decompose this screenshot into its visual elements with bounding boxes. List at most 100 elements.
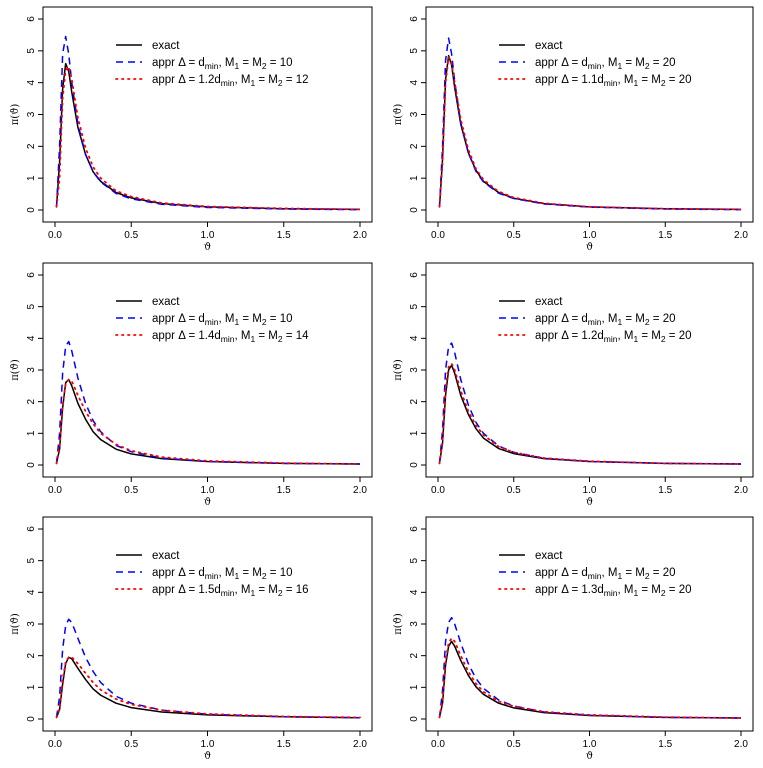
x-tick-label: 0.5 xyxy=(124,739,138,750)
y-tick-label: 4 xyxy=(26,79,37,85)
plot-frame xyxy=(425,516,754,732)
legend-label-subscript: 1 xyxy=(617,571,622,581)
series-line-solid xyxy=(438,364,742,465)
y-tick-label: 2 xyxy=(409,143,420,149)
y-tick-label: 6 xyxy=(26,526,37,532)
legend-label-subscript: 2 xyxy=(661,78,666,88)
plot-frame xyxy=(425,6,754,223)
legend-label: exact xyxy=(152,550,180,562)
legend-label-part: = M xyxy=(622,313,645,325)
legend-label-part: appr Δ = d xyxy=(535,313,588,325)
legend-label-subscript: 2 xyxy=(262,571,267,581)
plot-frame xyxy=(42,262,373,478)
legend-label-part: , M xyxy=(218,57,234,69)
legend-label-part: appr Δ = 1.3d xyxy=(535,584,604,596)
y-tick-label: 1 xyxy=(26,175,37,181)
series-line-dashed xyxy=(55,618,361,719)
x-tick-label: 2.0 xyxy=(353,230,367,241)
y-tick-label: 3 xyxy=(409,621,420,627)
plot-frame xyxy=(42,6,373,223)
legend-label: exact xyxy=(152,296,180,308)
y-axis-title: π(ϑ) xyxy=(393,104,404,126)
x-tick-label: 0.0 xyxy=(48,485,62,496)
legend-label-subscript: 2 xyxy=(645,571,650,581)
y-tick-label: 6 xyxy=(409,16,420,22)
x-tick-label: 0.0 xyxy=(431,739,445,750)
x-tick-label: 2.0 xyxy=(734,485,748,496)
x-tick-label: 1.5 xyxy=(658,739,672,750)
x-tick-label: 1.5 xyxy=(277,739,291,750)
legend-label-subscript: min xyxy=(205,317,219,327)
legend-label-part: , M xyxy=(218,567,234,579)
legend-label: exact xyxy=(535,550,563,562)
x-tick-label: 0.0 xyxy=(431,485,445,496)
legend-label-part: exact xyxy=(152,296,180,308)
y-tick-label: 0 xyxy=(409,462,420,468)
series-line-dashed xyxy=(438,37,742,211)
plot-frame xyxy=(425,262,754,478)
legend-label-subscript: 2 xyxy=(262,61,267,71)
series-line-dotted xyxy=(55,656,361,719)
y-tick-label: 4 xyxy=(409,335,420,341)
legend-label-subscript: 2 xyxy=(278,588,283,598)
x-tick-label: 1.0 xyxy=(583,739,597,750)
legend-label: appr Δ = 1.2dmin, M1 = M2 = 12 xyxy=(152,74,309,88)
legend-label-subscript: min xyxy=(205,571,219,581)
y-tick-label: 2 xyxy=(26,652,37,658)
legend-label-subscript: 2 xyxy=(645,317,650,327)
y-tick-label: 1 xyxy=(409,175,420,181)
x-axis-title: ϑ xyxy=(204,751,211,762)
legend-label-part: = M xyxy=(622,567,645,579)
legend-label-part: = 20 xyxy=(666,330,692,342)
legend-label-part: = M xyxy=(638,330,661,342)
y-tick-label: 4 xyxy=(409,79,420,85)
legend-label-subscript: 1 xyxy=(633,588,638,598)
legend-label-subscript: min xyxy=(221,334,235,344)
legend-label-subscript: 1 xyxy=(234,317,239,327)
series-line-solid xyxy=(55,656,361,719)
legend-label: appr Δ = 1.5dmin, M1 = M2 = 16 xyxy=(152,584,309,598)
y-tick-label: 4 xyxy=(26,589,37,595)
legend-label-part: = M xyxy=(255,584,278,596)
y-axis-title: π(ϑ) xyxy=(10,104,21,126)
x-tick-label: 0.0 xyxy=(431,230,445,241)
y-tick-label: 5 xyxy=(26,48,37,54)
legend-label: appr Δ = 1.2dmin, M1 = M2 = 20 xyxy=(535,330,692,344)
x-axis-title: ϑ xyxy=(586,751,593,762)
x-tick-label: 1.5 xyxy=(658,485,672,496)
x-tick-label: 2.0 xyxy=(353,739,367,750)
legend-label-subscript: 1 xyxy=(617,317,622,327)
plot-frame xyxy=(42,516,373,732)
y-tick-label: 2 xyxy=(409,398,420,404)
legend-label-part: appr Δ = d xyxy=(152,57,205,69)
legend-label-subscript: 1 xyxy=(633,334,638,344)
y-tick-label: 0 xyxy=(26,462,37,468)
y-tick-label: 3 xyxy=(409,367,420,373)
legend-label-subscript: 1 xyxy=(633,78,638,88)
y-tick-label: 3 xyxy=(26,621,37,627)
y-axis-title: π(ϑ) xyxy=(393,613,404,635)
legend-label-subscript: min xyxy=(588,571,602,581)
x-tick-label: 0.0 xyxy=(48,739,62,750)
series-line-solid xyxy=(55,378,361,465)
y-tick-label: 3 xyxy=(26,367,37,373)
legend-label-part: appr Δ = 1.2d xyxy=(535,330,604,342)
legend-label-part: , M xyxy=(617,330,633,342)
legend-label-subscript: min xyxy=(588,317,602,327)
legend-label-part: appr Δ = d xyxy=(152,567,205,579)
legend-label-part: appr Δ = d xyxy=(152,313,205,325)
x-tick-label: 1.0 xyxy=(201,230,215,241)
y-tick-label: 5 xyxy=(409,48,420,54)
legend-label-part: appr Δ = 1.2d xyxy=(152,74,221,86)
legend-label: appr Δ = dmin, M1 = M2 = 10 xyxy=(152,567,293,581)
y-tick-label: 6 xyxy=(26,16,37,22)
legend-label-subscript: 1 xyxy=(234,61,239,71)
y-tick-label: 0 xyxy=(409,207,420,213)
legend-label-part: = M xyxy=(255,74,278,86)
legend-label: appr Δ = 1.1dmin, M1 = M2 = 20 xyxy=(535,74,692,88)
y-tick-label: 2 xyxy=(26,143,37,149)
